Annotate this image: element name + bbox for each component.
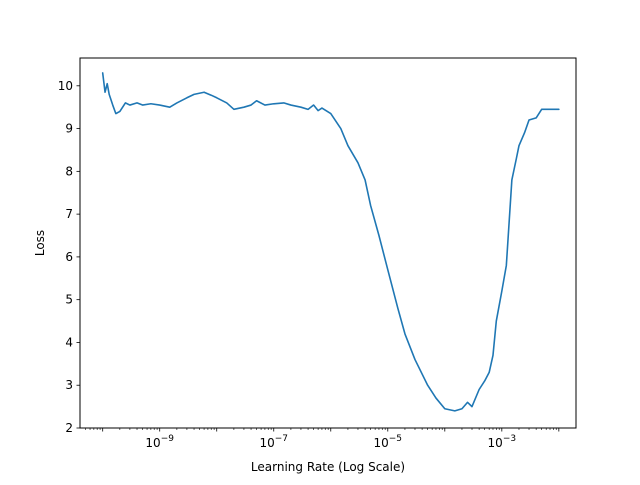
y-tick-label: 3 xyxy=(65,378,73,392)
loss-series-line xyxy=(101,72,560,412)
y-tick-label: 8 xyxy=(65,164,73,178)
y-tick-label: 7 xyxy=(65,207,73,221)
plot-frame xyxy=(79,57,577,429)
plot-background xyxy=(80,58,576,428)
x-tick-label: 10−9 xyxy=(145,434,174,450)
x-tick-label: 10−5 xyxy=(373,434,402,450)
y-tick-label: 4 xyxy=(65,335,73,349)
y-tick-label: 5 xyxy=(65,293,73,307)
x-axis-ticks: 10−9 10−7 10−5 10−3 xyxy=(85,428,560,450)
y-axis-label: Loss xyxy=(33,230,47,256)
y-tick-label: 10 xyxy=(58,79,73,93)
y-tick-label: 6 xyxy=(65,250,73,264)
x-tick-label: 10−3 xyxy=(488,434,517,450)
y-axis-ticks: 2 3 4 5 6 7 8 9 10 xyxy=(58,79,80,435)
y-tick-label: 9 xyxy=(65,122,73,136)
x-tick-label: 10−7 xyxy=(259,434,288,450)
y-tick-label: 2 xyxy=(65,421,73,435)
x-axis-label: Learning Rate (Log Scale) xyxy=(251,460,405,474)
